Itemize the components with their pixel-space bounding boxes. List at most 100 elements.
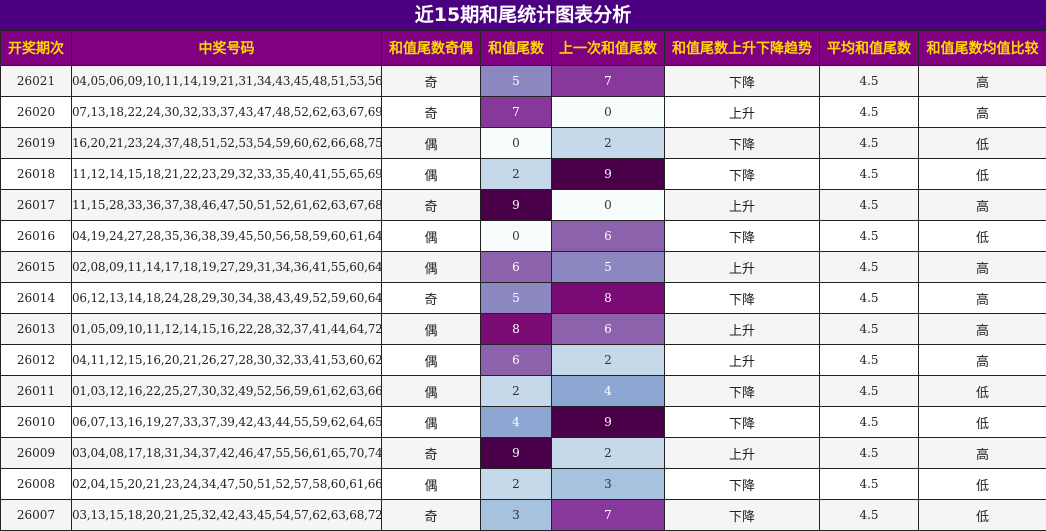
cell-parity: 奇 [382,97,481,128]
cell-numbers: 03,04,08,17,18,31,34,37,42,46,47,55,56,6… [72,438,382,469]
header-tail: 和值尾数 [481,31,552,66]
cell-compare: 高 [919,190,1046,221]
cell-compare: 低 [919,221,1046,252]
cell-average: 4.5 [820,345,919,376]
cell-tail: 4 [481,407,552,438]
cell-prev-tail: 2 [552,128,665,159]
cell-numbers: 06,12,13,14,18,24,28,29,30,34,38,43,49,5… [72,283,382,314]
cell-numbers: 11,15,28,33,36,37,38,46,47,50,51,52,61,6… [72,190,382,221]
cell-trend: 下降 [665,283,820,314]
cell-trend: 下降 [665,221,820,252]
cell-period: 26008 [1,469,72,500]
cell-tail: 6 [481,252,552,283]
cell-compare: 高 [919,438,1046,469]
cell-prev-tail: 9 [552,407,665,438]
cell-parity: 偶 [382,221,481,252]
cell-average: 4.5 [820,97,919,128]
cell-prev-tail: 8 [552,283,665,314]
cell-parity: 偶 [382,159,481,190]
cell-period: 26014 [1,283,72,314]
cell-tail: 2 [481,376,552,407]
cell-numbers: 01,05,09,10,11,12,14,15,16,22,28,32,37,4… [72,314,382,345]
cell-trend: 下降 [665,407,820,438]
cell-prev-tail: 7 [552,66,665,97]
cell-parity: 奇 [382,190,481,221]
cell-compare: 低 [919,500,1046,531]
cell-average: 4.5 [820,159,919,190]
cell-period: 26018 [1,159,72,190]
cell-compare: 高 [919,97,1046,128]
cell-numbers: 01,03,12,16,22,25,27,30,32,49,52,56,59,6… [72,376,382,407]
cell-numbers: 11,12,14,15,18,21,22,23,29,32,33,35,40,4… [72,159,382,190]
cell-compare: 低 [919,376,1046,407]
cell-numbers: 16,20,21,23,24,37,48,51,52,53,54,59,60,6… [72,128,382,159]
cell-tail: 2 [481,469,552,500]
cell-period: 26017 [1,190,72,221]
cell-period: 26009 [1,438,72,469]
cell-compare: 高 [919,283,1046,314]
cell-trend: 下降 [665,469,820,500]
cell-numbers: 06,07,13,16,19,27,33,37,39,42,43,44,55,5… [72,407,382,438]
cell-prev-tail: 2 [552,345,665,376]
cell-numbers: 07,13,18,22,24,30,32,33,37,43,47,48,52,6… [72,97,382,128]
cell-average: 4.5 [820,314,919,345]
cell-prev-tail: 3 [552,469,665,500]
cell-average: 4.5 [820,469,919,500]
cell-trend: 下降 [665,159,820,190]
cell-tail: 5 [481,66,552,97]
cell-prev-tail: 0 [552,190,665,221]
cell-parity: 偶 [382,407,481,438]
cell-compare: 低 [919,128,1046,159]
header-parity: 和值尾数奇偶 [382,31,481,66]
cell-compare: 低 [919,407,1046,438]
cell-average: 4.5 [820,283,919,314]
cell-prev-tail: 0 [552,97,665,128]
cell-numbers: 02,08,09,11,14,17,18,19,27,29,31,34,36,4… [72,252,382,283]
cell-numbers: 04,11,12,15,16,20,21,26,27,28,30,32,33,4… [72,345,382,376]
header-period: 开奖期次 [1,31,72,66]
cell-prev-tail: 2 [552,438,665,469]
cell-compare: 高 [919,345,1046,376]
cell-trend: 上升 [665,97,820,128]
cell-parity: 偶 [382,469,481,500]
cell-parity: 奇 [382,283,481,314]
cell-period: 26007 [1,500,72,531]
cell-parity: 偶 [382,376,481,407]
cell-compare: 低 [919,159,1046,190]
cell-tail: 9 [481,190,552,221]
cell-average: 4.5 [820,190,919,221]
cell-numbers: 03,13,15,18,20,21,25,32,42,43,45,54,57,6… [72,500,382,531]
cell-tail: 0 [481,221,552,252]
cell-numbers: 04,19,24,27,28,35,36,38,39,45,50,56,58,5… [72,221,382,252]
cell-period: 26016 [1,221,72,252]
cell-period: 26013 [1,314,72,345]
cell-average: 4.5 [820,376,919,407]
cell-prev-tail: 6 [552,314,665,345]
cell-tail: 7 [481,97,552,128]
cell-tail: 6 [481,345,552,376]
header-prev-tail: 上一次和值尾数 [552,31,665,66]
cell-tail: 0 [481,128,552,159]
cell-compare: 低 [919,469,1046,500]
cell-period: 26011 [1,376,72,407]
cell-compare: 高 [919,314,1046,345]
cell-numbers: 04,05,06,09,10,11,14,19,21,31,34,43,45,4… [72,66,382,97]
cell-trend: 上升 [665,190,820,221]
header-numbers: 中奖号码 [72,31,382,66]
cell-average: 4.5 [820,128,919,159]
header-average: 平均和值尾数 [820,31,919,66]
cell-tail: 9 [481,438,552,469]
cell-trend: 上升 [665,438,820,469]
cell-prev-tail: 6 [552,221,665,252]
